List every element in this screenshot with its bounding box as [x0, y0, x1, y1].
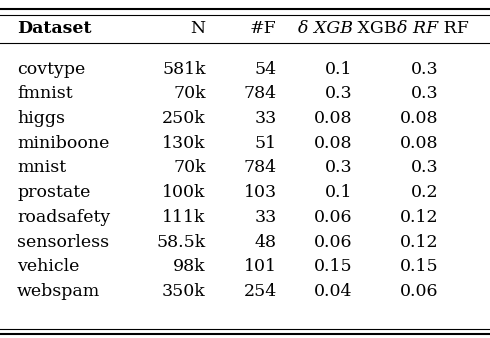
- Text: 784: 784: [244, 160, 277, 176]
- Text: 0.15: 0.15: [314, 258, 353, 275]
- Text: 103: 103: [244, 184, 277, 201]
- Text: 48: 48: [255, 234, 277, 250]
- Text: 70k: 70k: [173, 160, 206, 176]
- Text: δ RF: δ RF: [397, 20, 439, 37]
- Text: 250k: 250k: [162, 110, 206, 127]
- Text: 0.3: 0.3: [411, 160, 439, 176]
- Text: N: N: [191, 20, 206, 37]
- Text: 0.3: 0.3: [325, 160, 353, 176]
- Text: 51: 51: [255, 135, 277, 152]
- Text: 111k: 111k: [162, 209, 206, 226]
- Text: 0.08: 0.08: [400, 135, 439, 152]
- Text: 0.3: 0.3: [325, 86, 353, 102]
- Text: covtype: covtype: [17, 61, 85, 78]
- Text: 54: 54: [255, 61, 277, 78]
- Text: 33: 33: [255, 209, 277, 226]
- Text: Dataset: Dataset: [17, 20, 92, 37]
- Text: 130k: 130k: [162, 135, 206, 152]
- Text: higgs: higgs: [17, 110, 65, 127]
- Text: 0.12: 0.12: [400, 234, 439, 250]
- Text: 581k: 581k: [162, 61, 206, 78]
- Text: 58.5k: 58.5k: [156, 234, 206, 250]
- Text: 254: 254: [244, 283, 277, 300]
- Text: 0.15: 0.15: [400, 258, 439, 275]
- Text: 0.04: 0.04: [314, 283, 353, 300]
- Text: mnist: mnist: [17, 160, 66, 176]
- Text: prostate: prostate: [17, 184, 91, 201]
- Text: RF: RF: [438, 20, 469, 37]
- Text: 0.1: 0.1: [325, 61, 353, 78]
- Text: roadsafety: roadsafety: [17, 209, 110, 226]
- Text: 0.06: 0.06: [400, 283, 439, 300]
- Text: 784: 784: [244, 86, 277, 102]
- Text: sensorless: sensorless: [17, 234, 109, 250]
- Text: 100k: 100k: [162, 184, 206, 201]
- Text: 70k: 70k: [173, 86, 206, 102]
- Text: 98k: 98k: [173, 258, 206, 275]
- Text: 350k: 350k: [162, 283, 206, 300]
- Text: 33: 33: [255, 110, 277, 127]
- Text: δ XGB: δ XGB: [298, 20, 353, 37]
- Text: #F: #F: [250, 20, 277, 37]
- Text: 0.2: 0.2: [411, 184, 439, 201]
- Text: miniboone: miniboone: [17, 135, 110, 152]
- Text: 101: 101: [244, 258, 277, 275]
- Text: 0.08: 0.08: [400, 110, 439, 127]
- Text: 0.08: 0.08: [314, 135, 353, 152]
- Text: webspam: webspam: [17, 283, 100, 300]
- Text: 0.1: 0.1: [325, 184, 353, 201]
- Text: 0.3: 0.3: [411, 86, 439, 102]
- Text: vehicle: vehicle: [17, 258, 79, 275]
- Text: 0.3: 0.3: [411, 61, 439, 78]
- Text: 0.08: 0.08: [314, 110, 353, 127]
- Text: 0.12: 0.12: [400, 209, 439, 226]
- Text: 0.06: 0.06: [314, 234, 353, 250]
- Text: 0.06: 0.06: [314, 209, 353, 226]
- Text: XGB: XGB: [352, 20, 397, 37]
- Text: fmnist: fmnist: [17, 86, 73, 102]
